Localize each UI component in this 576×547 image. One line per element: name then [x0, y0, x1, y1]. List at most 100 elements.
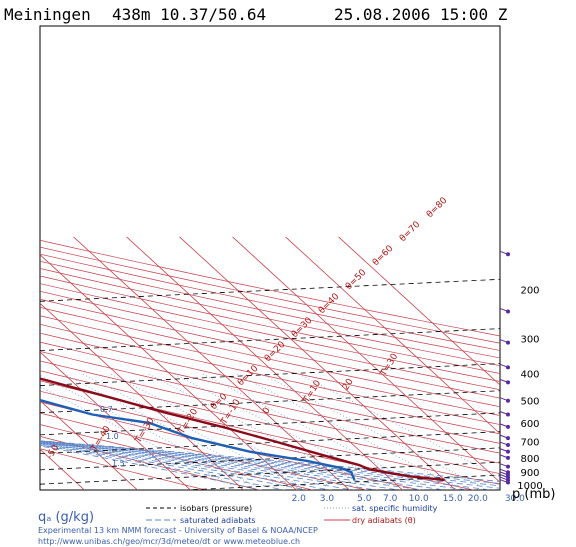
wind-tick — [499, 434, 509, 439]
header-datetime: 25.08.2006 15:00 Z — [334, 5, 508, 24]
dry-adiabat — [40, 448, 208, 490]
temperature-line — [40, 377, 445, 482]
saturated-adiabat — [40, 441, 495, 490]
legend-specific-humidity: sat. specific humidity — [352, 504, 438, 513]
isotherm-line — [338, 236, 500, 386]
humidity-line — [40, 374, 254, 486]
isotherm-line — [40, 302, 245, 490]
humidity-line — [297, 373, 500, 478]
dry-adiabat — [40, 239, 500, 337]
moist-label: 1.5 — [112, 459, 125, 468]
saturated-adiabat — [40, 444, 286, 490]
wind-tick — [499, 397, 509, 402]
plot-frame — [39, 25, 501, 491]
pressure-tick-label: 200 — [520, 285, 539, 296]
humidity-line — [147, 373, 365, 486]
saturated-adiabat — [40, 445, 263, 490]
dry-adiabat — [40, 275, 500, 374]
dry-adiabat — [40, 260, 500, 359]
humidity-line — [81, 373, 299, 486]
humidity-tick-label: 10.0 — [409, 494, 429, 504]
saturated-adiabat — [40, 443, 333, 490]
wind-tick — [499, 454, 509, 459]
isotherm-line — [40, 254, 298, 490]
pressure-tick-label: 400 — [520, 370, 539, 381]
wind-tick — [499, 411, 509, 415]
dry-adiabat — [40, 307, 500, 408]
isobar-line — [40, 431, 500, 455]
dry-adiabat — [40, 380, 500, 485]
isobar-line — [40, 363, 500, 386]
pressure-tick-label: 900 — [520, 468, 539, 479]
saturated-adiabat — [40, 441, 472, 490]
pressure-tick-label: 1000 — [517, 481, 542, 492]
saturated-adiabat — [40, 440, 500, 487]
isotherm-label: 0 — [261, 406, 273, 416]
credit-line-2: http://www.unibas.ch/geo/mcr/3d/meteo/dt… — [38, 537, 300, 546]
isobar-line — [40, 412, 500, 436]
saturated-adiabat — [40, 442, 402, 490]
wind-tick — [499, 479, 509, 484]
saturated-adiabat — [40, 441, 425, 490]
axis-humidity-label: qₐ (g/kg) — [38, 510, 94, 525]
wind-tick — [499, 339, 509, 344]
humidity-tick-label: 2.0 — [292, 494, 307, 504]
legend-saturated: saturated adiabats — [180, 516, 256, 525]
pressure-tick-label: 600 — [520, 419, 539, 430]
wind-tick — [499, 474, 509, 478]
axis-pressure-label: p (mb) — [512, 487, 555, 502]
isotherm-line — [0, 237, 32, 491]
header-station: Meiningen — [4, 5, 91, 24]
dry-adiabat — [40, 370, 500, 475]
dry-adiabat — [40, 268, 500, 366]
moist-label: 0.7 — [100, 405, 113, 414]
isobar-line — [40, 447, 500, 471]
humidity-tick-label: 5.0 — [357, 494, 372, 504]
dry-adiabat — [40, 436, 261, 490]
dry-adiabat — [40, 283, 500, 382]
wind-tick — [499, 363, 509, 368]
humidity-line — [235, 373, 453, 486]
humidity-line — [173, 373, 391, 486]
wind-tick — [499, 250, 509, 255]
dry-adiabat — [40, 290, 500, 391]
humidity-line — [109, 373, 328, 486]
wind-tick — [499, 468, 509, 473]
wind-tick — [499, 476, 509, 481]
humidity-tick-label: 3.0 — [320, 494, 335, 504]
header-coords: 438m 10.37/50.64 — [112, 5, 266, 24]
isotherm-line — [179, 236, 457, 490]
dry-adiabat — [40, 350, 500, 454]
humidity-line — [260, 373, 479, 486]
pressure-tick-label: 700 — [520, 438, 539, 449]
wind-tick — [499, 378, 509, 383]
dry-adiabat — [40, 332, 500, 435]
humidity-line — [201, 373, 419, 486]
humidity-line — [62, 373, 280, 486]
dry-adiabat — [40, 253, 500, 351]
humidity-tick-label: 20.0 — [468, 494, 488, 504]
dry-adiabat — [40, 424, 315, 490]
wind-tick — [499, 471, 509, 476]
pressure-tick-label: 300 — [520, 335, 539, 346]
wind-tick — [499, 441, 509, 446]
dry-adiabat — [40, 360, 500, 464]
legend-dry: dry adiabats (θ) — [352, 516, 416, 525]
pressure-tick-label: 800 — [520, 454, 539, 465]
wind-tick — [499, 463, 509, 468]
isobar-line — [40, 390, 500, 414]
dewpoint-line — [40, 398, 356, 481]
isobar-line — [40, 461, 500, 485]
wind-tick — [499, 307, 509, 312]
isobar-line — [40, 278, 500, 302]
moist-label: 1.0 — [106, 432, 119, 441]
pressure-tick-label: 500 — [520, 397, 539, 408]
dry-adiabat — [40, 298, 500, 399]
isobar-line — [40, 328, 500, 351]
humidity-tick-label: 30.0 — [505, 494, 525, 504]
wind-tick — [499, 423, 509, 428]
credit-line-1: Experimental 13 km NMM forecast - Univer… — [38, 526, 318, 535]
humidity-line — [40, 386, 232, 486]
